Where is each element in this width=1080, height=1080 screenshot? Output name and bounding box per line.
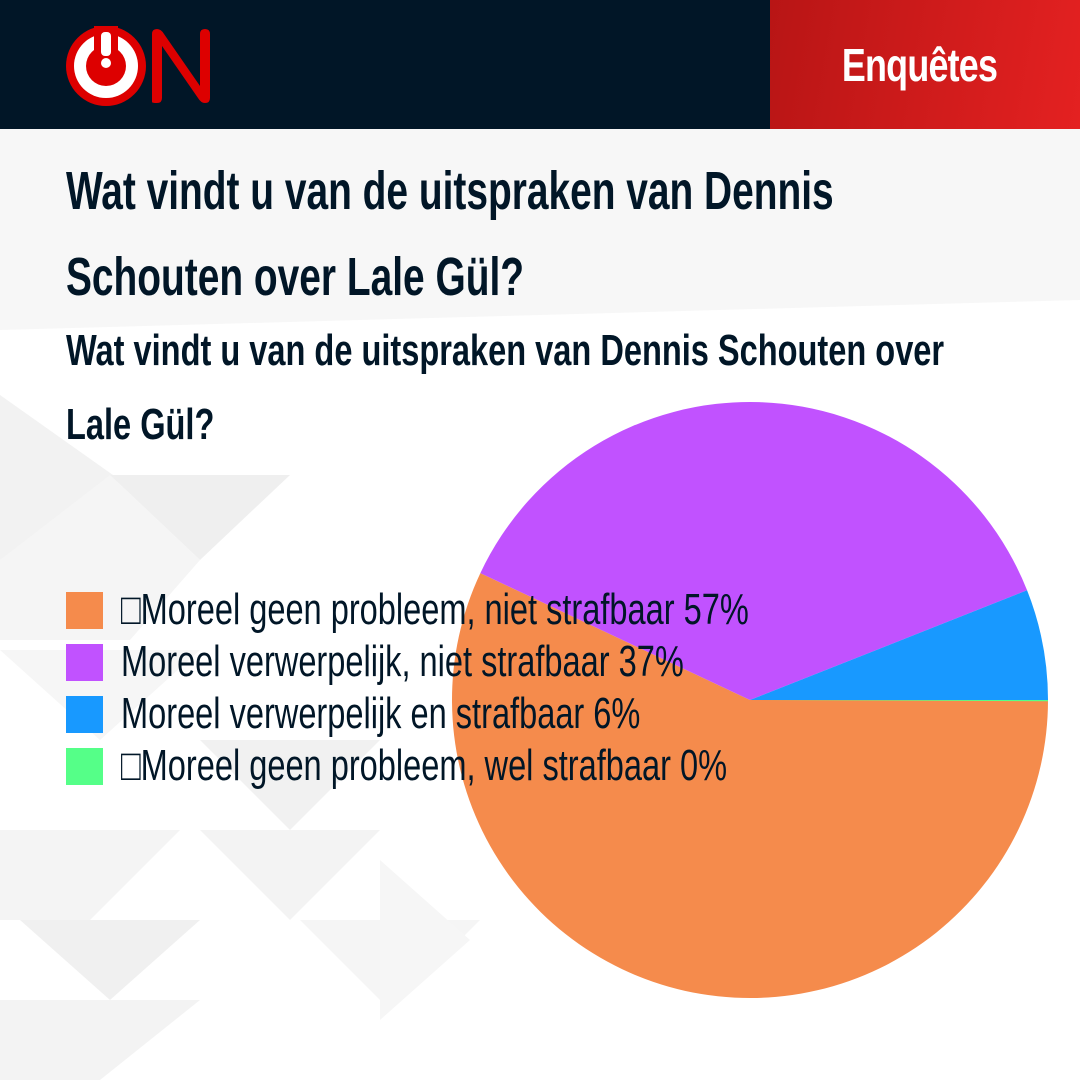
legend-label: Moreel verwerpelijk, niet strafbaar 37% bbox=[121, 637, 684, 686]
legend-label: □Moreel geen probleem, wel strafbaar 0% bbox=[121, 741, 728, 790]
legend-swatch-purple bbox=[66, 643, 103, 681]
poll-subtitle: Wat vindt u van de uitspraken van Dennis… bbox=[66, 314, 1080, 462]
header-bar: Enquêtes bbox=[0, 0, 1080, 129]
legend-item: Moreel verwerpelijk en strafbaar 6% bbox=[66, 688, 969, 740]
chart-legend: □Moreel geen probleem, niet strafbaar 57… bbox=[66, 584, 969, 792]
pie-chart bbox=[440, 390, 1060, 1010]
poll-title: Wat vindt u van de uitspraken van Dennis… bbox=[66, 161, 834, 307]
pie-slice bbox=[480, 402, 1028, 700]
legend-label: □Moreel geen probleem, niet strafbaar 57… bbox=[121, 585, 749, 634]
section-tab-enquetes[interactable]: Enquêtes bbox=[770, 0, 1080, 129]
legend-swatch-blue bbox=[66, 695, 103, 733]
pie-slice bbox=[750, 700, 1048, 702]
legend-item: □Moreel geen probleem, wel strafbaar 0% bbox=[66, 740, 969, 792]
on-logo[interactable] bbox=[64, 24, 224, 108]
legend-item: □Moreel geen probleem, niet strafbaar 57… bbox=[66, 584, 969, 636]
subtitle-line-2: Lale Gül? bbox=[66, 400, 215, 449]
legend-swatch-orange bbox=[66, 591, 103, 629]
legend-label: Moreel verwerpelijk en strafbaar 6% bbox=[121, 689, 641, 738]
power-icon bbox=[66, 26, 210, 106]
section-label: Enquêtes bbox=[842, 38, 998, 91]
pie-slice bbox=[452, 573, 1048, 998]
pie-slice bbox=[750, 590, 1048, 700]
legend-item: Moreel verwerpelijk, niet strafbaar 37% bbox=[66, 636, 969, 688]
subtitle-line-1: Wat vindt u van de uitspraken van Dennis… bbox=[66, 326, 945, 375]
legend-swatch-green bbox=[66, 747, 103, 785]
